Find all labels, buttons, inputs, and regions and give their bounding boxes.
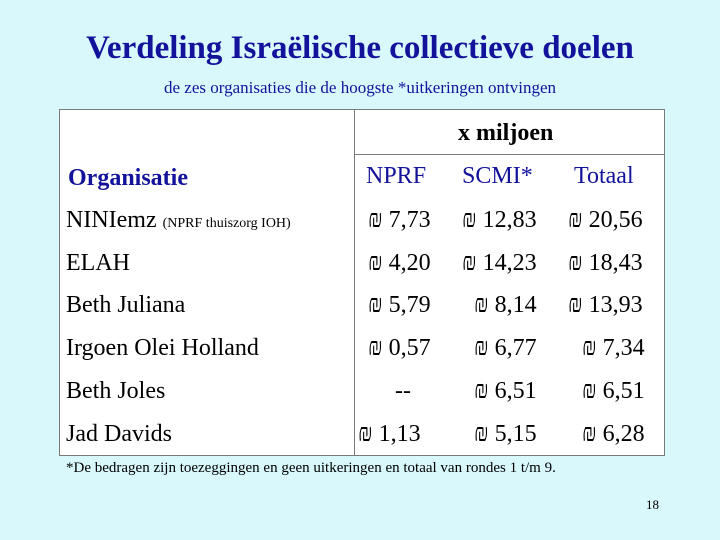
nprf-value: ₪ 7,73 bbox=[368, 207, 431, 233]
shekel-icon: ₪ bbox=[582, 378, 597, 404]
total-value: ₪ 6,51 bbox=[582, 378, 645, 404]
slide-title: Verdeling Israëlische collectieve doelen bbox=[86, 30, 634, 66]
org-name-text: NINIemz bbox=[66, 207, 157, 233]
scmi-value: ₪ 5,15 bbox=[474, 421, 537, 447]
shekel-icon: ₪ bbox=[358, 421, 373, 447]
org-name-note: (NPRF thuiszorg IOH) bbox=[162, 216, 291, 231]
total-value: ₪ 20,56 bbox=[568, 207, 643, 233]
shekel-icon: ₪ bbox=[368, 335, 383, 361]
column-divider-vertical bbox=[354, 110, 355, 455]
shekel-icon: ₪ bbox=[462, 250, 477, 276]
org-name: NINIemz (NPRF thuiszorg IOH) bbox=[66, 207, 291, 237]
unit-header: x miljoen bbox=[458, 120, 554, 146]
shekel-icon: ₪ bbox=[474, 378, 489, 404]
org-name: Jad Davids bbox=[66, 421, 172, 447]
header-divider-horizontal bbox=[354, 154, 665, 155]
shekel-icon: ₪ bbox=[568, 250, 583, 276]
scmi-value: ₪ 6,77 bbox=[474, 335, 537, 361]
footnote: *De bedragen zijn toezeggingen en geen u… bbox=[66, 460, 556, 476]
shekel-icon: ₪ bbox=[568, 207, 583, 233]
shekel-icon: ₪ bbox=[462, 207, 477, 233]
shekel-icon: ₪ bbox=[474, 421, 489, 447]
shekel-icon: ₪ bbox=[568, 292, 583, 318]
slide-subtitle: de zes organisaties die de hoogste *uitk… bbox=[163, 78, 556, 97]
nprf-value: ₪ 4,20 bbox=[368, 250, 431, 276]
header-totaal: Totaal bbox=[574, 163, 634, 189]
total-value: ₪ 18,43 bbox=[568, 250, 643, 276]
scmi-value: ₪ 14,23 bbox=[462, 250, 537, 276]
shekel-icon: ₪ bbox=[474, 335, 489, 361]
nprf-value: ₪ 1,13 bbox=[358, 421, 421, 447]
scmi-value: ₪ 12,83 bbox=[462, 207, 537, 233]
total-value: ₪ 13,93 bbox=[568, 292, 643, 318]
shekel-icon: ₪ bbox=[582, 421, 597, 447]
total-value: ₪ 7,34 bbox=[582, 335, 645, 361]
shekel-icon: ₪ bbox=[368, 292, 383, 318]
page-number: 18 bbox=[646, 497, 659, 512]
org-name: Irgoen Olei Holland bbox=[66, 335, 259, 361]
nprf-value: ₪ 0,57 bbox=[368, 335, 431, 361]
header-scmi: SCMI* bbox=[462, 163, 533, 189]
header-nprf: NPRF bbox=[366, 163, 427, 189]
shekel-icon: ₪ bbox=[582, 335, 597, 361]
shekel-icon: ₪ bbox=[368, 250, 383, 276]
header-organisatie: Organisatie bbox=[68, 165, 188, 191]
org-name: Beth Joles bbox=[66, 378, 166, 404]
org-name: ELAH bbox=[66, 250, 130, 276]
nprf-value: ₪ 5,79 bbox=[368, 292, 431, 318]
org-name: Beth Juliana bbox=[66, 292, 186, 318]
nprf-value: -- bbox=[395, 378, 411, 404]
shekel-icon: ₪ bbox=[474, 292, 489, 318]
donations-table: x miljoen Organisatie NPRF SCMI* Totaal … bbox=[59, 109, 665, 456]
scmi-value: ₪ 8,14 bbox=[474, 292, 537, 318]
total-value: ₪ 6,28 bbox=[582, 421, 645, 447]
scmi-value: ₪ 6,51 bbox=[474, 378, 537, 404]
shekel-icon: ₪ bbox=[368, 207, 383, 233]
